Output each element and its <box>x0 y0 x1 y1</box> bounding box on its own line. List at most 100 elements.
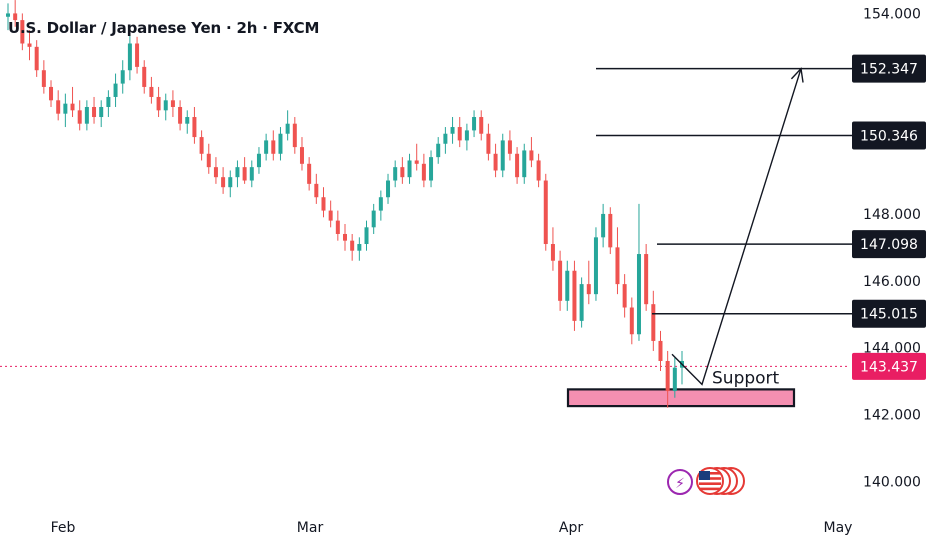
candle-body <box>63 103 68 114</box>
level-label: 152.347 <box>860 62 918 78</box>
y-tick-label: 146.000 <box>863 274 921 290</box>
candle-body <box>572 270 577 321</box>
candle-body <box>522 150 527 178</box>
candle-body <box>34 46 39 71</box>
candle-body <box>644 254 649 305</box>
candle-body <box>299 147 304 164</box>
candle-body <box>407 160 412 178</box>
candle-body <box>579 284 584 321</box>
candle-body <box>278 133 283 154</box>
candle-body <box>364 227 369 245</box>
projection-arrow <box>671 67 804 386</box>
candle-body <box>536 160 541 181</box>
candle-body <box>479 117 484 134</box>
candle-body <box>13 13 18 21</box>
candle-body <box>77 110 82 124</box>
projection-path <box>671 68 802 386</box>
candle-body <box>550 244 555 261</box>
x-tick-label: Feb <box>51 520 76 536</box>
candle-body <box>285 123 290 134</box>
candle-body <box>672 367 677 392</box>
candle-body <box>429 157 434 181</box>
level-tag <box>852 230 926 259</box>
y-tick-label: 154.000 <box>863 6 921 22</box>
candle-body <box>49 86 54 101</box>
current-price-label: 143.437 <box>860 359 918 375</box>
x-tick-label: Mar <box>297 520 324 536</box>
candle-body <box>335 220 340 234</box>
candle-body <box>515 153 520 178</box>
candle-body <box>149 86 154 97</box>
candle-body <box>56 100 61 114</box>
candle-body <box>27 43 32 47</box>
candle-body <box>457 127 462 141</box>
event-badges[interactable]: ⚡ <box>667 467 745 495</box>
candle-body <box>529 150 534 161</box>
candle-body <box>249 167 254 181</box>
candle-body <box>185 117 190 124</box>
candle-body <box>565 270 570 301</box>
candle-body <box>414 160 419 164</box>
candle-body <box>601 213 606 238</box>
support-zone <box>566 388 796 408</box>
candle-body <box>106 96 111 107</box>
level-label: 145.015 <box>860 307 918 323</box>
level-label: 150.346 <box>860 129 918 145</box>
candle-body <box>92 106 97 118</box>
candle-body <box>386 180 391 198</box>
candle-body <box>292 123 297 148</box>
candle-body <box>142 66 147 87</box>
candle-body <box>135 43 140 67</box>
level-tag <box>852 121 926 150</box>
candle-body <box>393 167 398 181</box>
candle-body <box>371 210 376 228</box>
x-tick-label: May <box>824 520 853 536</box>
candle-body <box>6 13 10 17</box>
us-flag-icon[interactable] <box>696 467 724 495</box>
current-price-tag: 143.437 <box>852 352 926 380</box>
candle-body <box>170 100 175 107</box>
candle-body <box>242 167 247 181</box>
lightning-icon: ⚡ <box>675 476 685 492</box>
candle-body <box>636 254 641 335</box>
y-tick-label: 148.000 <box>863 207 921 223</box>
candle-body <box>586 284 591 295</box>
candle-body <box>357 244 362 251</box>
y-tick-label: 140.000 <box>863 474 921 490</box>
candle-body <box>41 70 46 87</box>
candle-body <box>443 133 448 144</box>
candle-body <box>84 106 89 124</box>
candle-body <box>20 20 25 44</box>
candle-body <box>206 153 211 168</box>
candle-body <box>256 153 261 168</box>
candle-body <box>213 167 218 178</box>
support-label: Support <box>712 368 780 388</box>
candle-body <box>228 177 233 188</box>
current-price-box <box>852 352 926 380</box>
y-tick-label: 144.000 <box>863 341 921 357</box>
candle-body <box>314 183 319 198</box>
candle-body <box>113 83 118 97</box>
candle-body <box>178 106 183 124</box>
candle-body <box>450 127 455 134</box>
candle-body <box>400 167 405 178</box>
candle-body <box>421 163 426 181</box>
flash-badge[interactable] <box>667 469 693 495</box>
candle-body <box>665 360 670 392</box>
candlestick-series <box>6 0 684 408</box>
candle-body <box>464 130 469 141</box>
y-axis: 140.000 142.000 144.000 146.000 148.000 154.0… <box>863 6 921 490</box>
candle-body <box>500 140 505 171</box>
candle-body <box>99 106 104 118</box>
candle-body <box>264 140 269 154</box>
candle-body <box>436 143 441 158</box>
candle-body <box>615 247 620 285</box>
projection-arrowhead <box>790 67 804 83</box>
candle-body <box>127 43 132 71</box>
candle-body <box>543 180 548 245</box>
candle-body <box>221 177 226 188</box>
candle-body <box>343 233 347 241</box>
candle-body <box>378 197 383 211</box>
y-tick-label: 142.000 <box>863 407 921 423</box>
